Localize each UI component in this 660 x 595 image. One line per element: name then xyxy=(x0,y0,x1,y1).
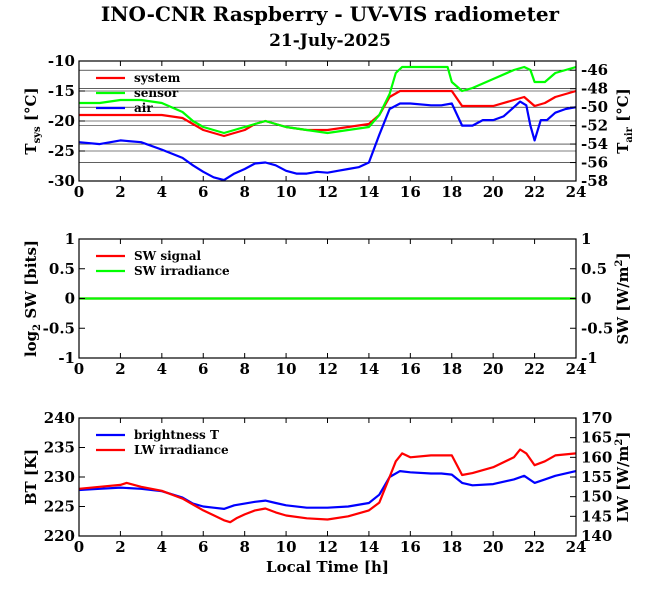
x-tick-label: 12 xyxy=(317,538,338,556)
y2-tick-label: -48 xyxy=(581,80,608,98)
series-line-sensor xyxy=(79,65,577,135)
chart-title: INO-CNR Raspberry - UV-VIS radiometer xyxy=(101,2,560,26)
y2-tick-label: -50 xyxy=(581,98,608,116)
legend-label: SW signal xyxy=(134,249,202,263)
x-tick-label: 20 xyxy=(483,183,504,201)
x-tick-label: 14 xyxy=(358,183,379,201)
y-axis-label: Tsys [°C] xyxy=(22,87,43,154)
y-tick-label: -20 xyxy=(48,112,75,130)
y2-tick-label: 150 xyxy=(581,488,612,506)
y2-tick-label: 0 xyxy=(581,290,591,308)
y2-axis-label: SW [W/m2] xyxy=(614,252,632,344)
panel-2: 0 2 4 6 8 10 12 14 16 18 20 22 2410.50-0.5-110.50-0.… xyxy=(22,230,632,378)
x-tick-label: 14 xyxy=(358,360,379,378)
x-tick-label: 4 xyxy=(157,538,167,556)
panel-1: 0 2 4 6 8 10 12 14 16 18 20 22 24-10-15-20-25-30-46-… xyxy=(22,52,635,201)
x-tick-label: 4 xyxy=(157,183,167,201)
x-tick-label: 16 xyxy=(400,183,421,201)
y-tick-label: 230 xyxy=(44,468,75,486)
x-tick-label: 2 xyxy=(115,538,125,556)
y-tick-label: 0.5 xyxy=(49,260,75,278)
y-tick-label: -0.5 xyxy=(43,319,75,337)
y2-tick-label: -54 xyxy=(581,135,608,153)
x-tick-label: 16 xyxy=(400,538,421,556)
legend-label: sensor xyxy=(134,86,179,100)
series-line-lw-irradiance xyxy=(78,448,577,524)
chart-subtitle: 21-July-2025 xyxy=(269,31,391,51)
y-tick-label: 225 xyxy=(44,498,75,516)
x-tick-label: 18 xyxy=(441,538,462,556)
y-tick-label: -25 xyxy=(48,142,75,160)
y-tick-label: 240 xyxy=(44,409,75,427)
x-axis-label: Local Time [h] xyxy=(266,558,389,576)
y2-tick-label: 1 xyxy=(581,230,591,248)
x-tick-label: 22 xyxy=(524,183,545,201)
x-tick-label: 24 xyxy=(566,360,587,378)
x-tick-label: 18 xyxy=(441,183,462,201)
y-tick-label: 235 xyxy=(44,439,75,457)
legend-label: SW irradiance xyxy=(134,264,230,278)
x-tick-label: 24 xyxy=(566,183,587,201)
legend-label: brightness T xyxy=(134,428,219,442)
x-tick-label: 10 xyxy=(276,183,297,201)
series-line-air xyxy=(78,100,577,182)
legend-label: air xyxy=(134,101,153,115)
x-tick-label: 4 xyxy=(157,360,167,378)
x-tick-label: 0 xyxy=(74,183,84,201)
y-tick-label: -10 xyxy=(48,52,75,70)
y-tick-label: -30 xyxy=(48,172,75,190)
y2-tick-label: -1 xyxy=(581,349,598,367)
y2-tick-label: 0.5 xyxy=(581,260,607,278)
y2-tick-label: 165 xyxy=(581,429,612,447)
x-tick-label: 0 xyxy=(74,538,84,556)
x-tick-label: 22 xyxy=(524,360,545,378)
x-tick-label: 22 xyxy=(524,538,545,556)
x-tick-label: 12 xyxy=(317,183,338,201)
legend-label: LW irradiance xyxy=(134,443,229,457)
legend-label: system xyxy=(134,71,181,85)
x-tick-label: 8 xyxy=(239,360,249,378)
y2-tick-label: 155 xyxy=(581,468,612,486)
x-tick-label: 6 xyxy=(198,538,208,556)
x-tick-label: 8 xyxy=(239,183,249,201)
x-tick-label: 2 xyxy=(115,360,125,378)
y2-axis-label: Tair [°C] xyxy=(614,88,635,154)
x-tick-label: 10 xyxy=(276,538,297,556)
y2-tick-label: 145 xyxy=(581,507,612,525)
x-tick-label: 24 xyxy=(566,538,587,556)
x-tick-label: 0 xyxy=(74,360,84,378)
x-tick-label: 2 xyxy=(115,183,125,201)
x-tick-label: 8 xyxy=(239,538,249,556)
y2-tick-label: 140 xyxy=(581,527,612,545)
x-tick-label: 20 xyxy=(483,538,504,556)
y-tick-label: -15 xyxy=(48,82,75,100)
x-tick-label: 12 xyxy=(317,360,338,378)
x-tick-label: 6 xyxy=(198,360,208,378)
y-tick-label: 1 xyxy=(65,230,75,248)
x-tick-label: 6 xyxy=(198,183,208,201)
panel-3: 0 2 4 6 8 10 12 14 16 18 20 22 242402352302252201701… xyxy=(22,409,632,576)
y2-tick-label: -46 xyxy=(581,61,608,79)
y2-tick-label: 170 xyxy=(581,409,612,427)
y-axis-label: BT [K] xyxy=(22,449,40,505)
series-line-system xyxy=(79,89,577,138)
y2-tick-label: 160 xyxy=(581,448,612,466)
x-tick-label: 20 xyxy=(483,360,504,378)
y2-axis-label: LW [W/m2] xyxy=(614,432,632,523)
y2-tick-label: -56 xyxy=(581,154,608,172)
y-tick-label: 220 xyxy=(44,527,75,545)
x-tick-label: 14 xyxy=(358,538,379,556)
y2-tick-label: -0.5 xyxy=(581,319,613,337)
y-tick-label: -1 xyxy=(58,349,75,367)
x-tick-label: 16 xyxy=(400,360,421,378)
y-tick-label: 0 xyxy=(65,290,75,308)
y2-tick-label: -58 xyxy=(581,172,608,190)
x-tick-label: 18 xyxy=(441,360,462,378)
y2-tick-label: -52 xyxy=(581,117,608,135)
x-tick-label: 10 xyxy=(276,360,297,378)
y-axis-label: log2 SW [bits] xyxy=(22,240,43,357)
